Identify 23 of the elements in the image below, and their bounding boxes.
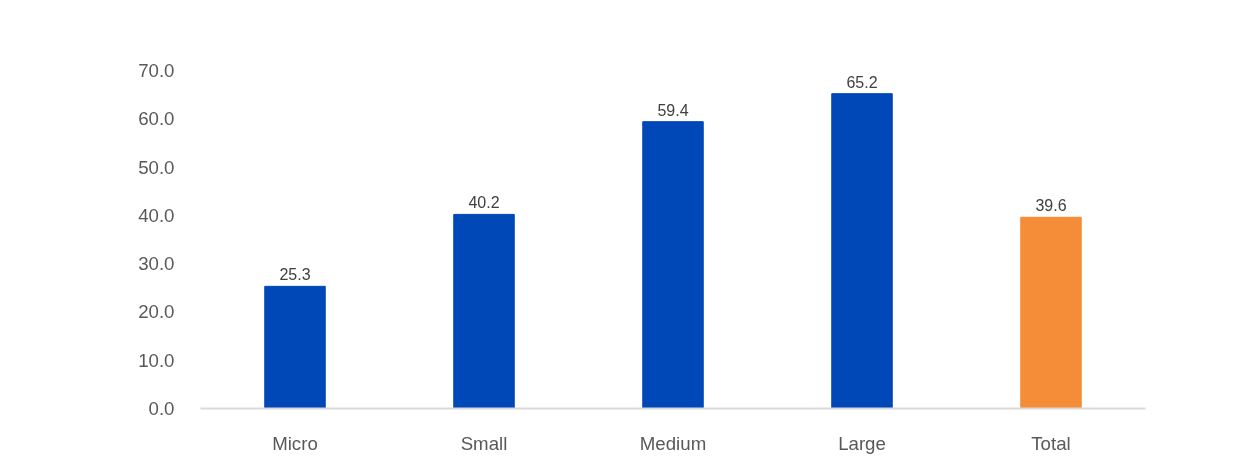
y-tick-label: 70.0 — [138, 60, 175, 81]
bar — [264, 285, 326, 409]
x-tick-label: Micro — [272, 432, 318, 454]
y-tick-label: 10.0 — [138, 349, 175, 371]
y-tick-label: 50.0 — [138, 156, 175, 178]
bar — [831, 93, 893, 409]
y-tick-label: 30.0 — [138, 253, 175, 275]
bar — [642, 121, 704, 409]
y-tick-label: 0.0 — [148, 398, 175, 419]
x-tick-label: Large — [838, 432, 886, 454]
data-label: 65.2 — [846, 73, 878, 91]
data-label: 39.6 — [1035, 197, 1067, 215]
bar — [1020, 216, 1082, 409]
y-tick-label: 60.0 — [138, 108, 175, 130]
data-label: 40.2 — [468, 194, 500, 212]
bar — [453, 213, 515, 409]
data-label: 59.4 — [657, 101, 689, 119]
y-tick-label: 20.0 — [138, 301, 175, 323]
data-label: 25.3 — [279, 266, 311, 284]
y-tick-label: 40.0 — [138, 204, 175, 226]
x-tick-label: Medium — [639, 432, 707, 454]
x-tick-label: Small — [460, 432, 508, 454]
x-tick-label: Total — [1031, 432, 1071, 454]
